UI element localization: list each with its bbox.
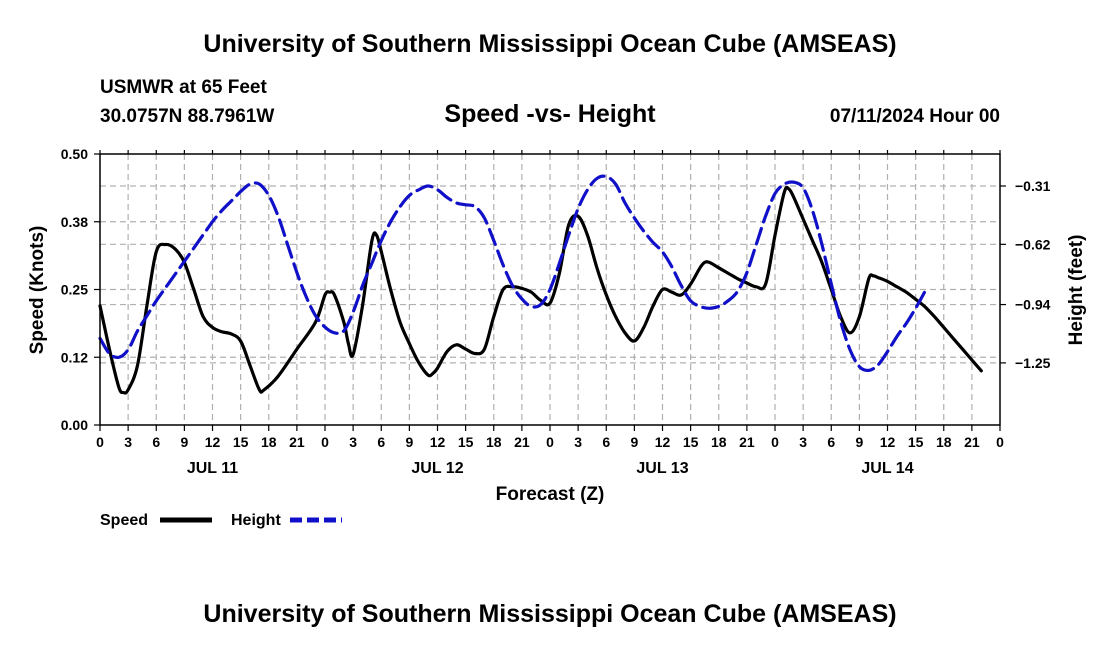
chart-subtitle: Speed -vs- Height [444,100,656,128]
station-label: USMWR at 65 Feet [100,77,267,98]
y-axis-title: Speed (Knots) [27,226,48,355]
chart-title: University of Southern Mississippi Ocean… [203,30,897,58]
y-tick-label: 0.12 [61,349,88,365]
series-line-speed [98,185,983,395]
grid [100,154,1000,425]
x-tick-label: 18 [711,434,727,450]
x-tick-label: 18 [261,434,277,450]
x-tick-label: 0 [546,434,554,450]
x-tick-label: 12 [205,434,221,450]
footer-title: University of Southern Mississippi Ocean… [203,600,897,628]
x-tick-label: 9 [630,434,638,450]
x-tick-label: 3 [124,434,132,450]
x-tick-label: 6 [827,434,835,450]
date-stamp: 07/11/2024 Hour 00 [829,106,1000,127]
x-tick-label: 18 [486,434,502,450]
axes: 0 3 6 9 12 15 18 21 0 3 6 9 12 15 18 21 0 3 6 9 12 15 18 21 0 3 6 9… [61,146,1051,477]
legend: Speed Height [100,512,342,529]
x-tick-label: 21 [739,434,755,450]
y-tick-label: 0.00 [61,417,88,433]
x-tick-label: 15 [683,434,699,450]
legend-speed-label: Speed [100,512,148,529]
x-tick-label: 6 [377,434,385,450]
y2-tick-label: −0.62 [1015,236,1051,252]
x-tick-label: 0 [996,434,1004,450]
x-tick-label: 12 [655,434,671,450]
x-tick-label: 0 [771,434,779,450]
x-tick-label: 21 [514,434,530,450]
x-tick-label: 15 [233,434,249,450]
x-tick-label: 15 [458,434,474,450]
x-tick-label: 3 [349,434,357,450]
x-tick-label: 3 [574,434,582,450]
legend-height-label: Height [231,512,281,529]
y2-tick-label: −1.25 [1015,355,1051,371]
y2-tick-label: −0.31 [1015,178,1051,194]
x-tick-label: 9 [180,434,188,450]
series-line-height [98,174,927,373]
y-tick-label: 0.25 [61,282,88,298]
series-layer [98,174,983,395]
x-tick-label: 21 [964,434,980,450]
x-tick-label: 3 [799,434,807,450]
x-tick-label: 0 [321,434,329,450]
y2-tick-label: −0.94 [1015,297,1051,313]
y-tick-label: 0.38 [61,214,88,230]
x-tick-label: 21 [289,434,305,450]
x-day-label: JUL 12 [411,460,463,477]
location-label: 30.0757N 88.7961W [100,106,275,127]
x-tick-label: 0 [96,434,104,450]
y2-axis-title: Height (feet) [1066,235,1087,346]
x-tick-label: 9 [855,434,863,450]
y-tick-label: 0.50 [61,146,88,162]
x-day-label: JUL 13 [636,460,688,477]
x-tick-label: 18 [936,434,952,450]
x-tick-label: 6 [152,434,160,450]
x-tick-label: 6 [602,434,610,450]
x-tick-label: 12 [880,434,896,450]
x-day-label: JUL 11 [187,460,238,477]
x-axis-title: Forecast (Z) [496,484,605,505]
x-tick-label: 9 [405,434,413,450]
x-tick-label: 12 [430,434,446,450]
x-tick-label: 15 [908,434,924,450]
x-day-label: JUL 14 [861,460,913,477]
